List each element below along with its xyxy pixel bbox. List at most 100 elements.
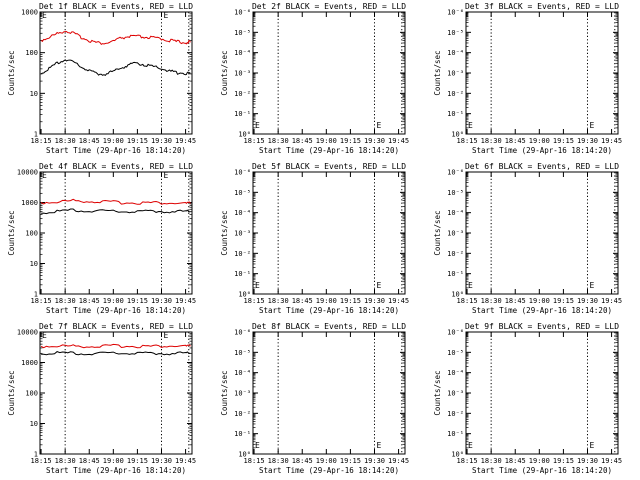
- x-tick-label: 18:30: [55, 297, 76, 305]
- x-tick-label: 19:00: [529, 297, 550, 305]
- x-tick-label: 18:45: [292, 457, 313, 465]
- chart-title: Det 5f BLACK = Events, RED = LLD: [252, 162, 406, 171]
- y-tick-label: 10000: [17, 169, 38, 177]
- x-tick-label: 19:30: [577, 457, 598, 465]
- y-tick-label: 10⁻⁶: [447, 169, 464, 177]
- event-marker: E: [376, 281, 381, 290]
- y-tick-label: 10⁻⁴: [234, 49, 251, 57]
- x-tick-label: 19:45: [601, 137, 622, 145]
- x-tick-label: 19:15: [553, 137, 574, 145]
- y-tick-label: 10⁻⁵: [447, 349, 464, 357]
- y-tick-label: 10⁻⁵: [234, 189, 251, 197]
- x-tick-label: 18:30: [55, 457, 76, 465]
- chart-panel-2: Det 2f BLACK = Events, RED = LLD 10⁰ 10⁻¹ 1…: [220, 2, 409, 155]
- y-tick-label: 10⁻⁶: [234, 169, 251, 177]
- x-tick-label: 19:30: [151, 137, 172, 145]
- y-tick-label: 10⁻⁵: [234, 29, 251, 37]
- chart-panel-4: Det 4f BLACK = Events, RED = LLD 1 10 100 10…: [7, 162, 196, 315]
- x-tick-label: 19:15: [340, 297, 361, 305]
- y-tick-label: 10⁻²: [447, 90, 464, 98]
- event-marker: E: [163, 171, 168, 180]
- y-tick-label: 1: [34, 451, 38, 459]
- y-axis-label: Counts/sec: [7, 50, 16, 95]
- x-tick-label: 18:45: [79, 297, 100, 305]
- x-tick-label: 18:30: [481, 457, 502, 465]
- x-tick-label: 19:45: [601, 297, 622, 305]
- x-tick-label: 19:30: [364, 137, 385, 145]
- y-tick-label: 10⁻⁴: [447, 369, 464, 377]
- y-tick-label: 1000: [21, 9, 38, 17]
- y-tick-label: 1: [34, 131, 38, 139]
- event-marker: E: [255, 121, 260, 130]
- y-axis-label: Counts/sec: [220, 50, 229, 95]
- y-tick-label: 10⁰: [238, 131, 251, 139]
- event-marker: E: [42, 331, 47, 340]
- x-tick-label: 19:30: [577, 297, 598, 305]
- x-tick-label: 19:30: [151, 457, 172, 465]
- y-tick-label: 10⁻⁵: [234, 349, 251, 357]
- x-tick-label: 19:00: [103, 457, 124, 465]
- y-tick-label: 10⁻⁶: [447, 329, 464, 337]
- x-tick-label: 18:30: [481, 297, 502, 305]
- y-tick-label: 10⁰: [451, 451, 464, 459]
- y-tick-label: 10⁻³: [234, 230, 251, 238]
- x-tick-label: 18:30: [268, 457, 289, 465]
- x-tick-label: 19:45: [175, 457, 196, 465]
- y-tick-label: 100: [25, 49, 38, 57]
- event-marker: E: [163, 331, 168, 340]
- y-tick-label: 1000: [21, 359, 38, 367]
- x-tick-label: 19:15: [127, 297, 148, 305]
- y-tick-label: 10⁻⁵: [447, 29, 464, 37]
- chart-panel-9: Det 9f BLACK = Events, RED = LLD 10⁰ 10⁻¹ 1…: [433, 322, 622, 475]
- x-tick-label: 18:45: [79, 457, 100, 465]
- event-marker: E: [589, 121, 594, 130]
- x-tick-label: 19:00: [316, 137, 337, 145]
- x-tick-label: 19:45: [388, 137, 409, 145]
- x-tick-label: 18:15: [244, 137, 265, 145]
- x-tick-label: 19:45: [175, 297, 196, 305]
- chart-title: Det 1f BLACK = Events, RED = LLD: [39, 2, 193, 11]
- y-tick-label: 10⁻⁶: [447, 9, 464, 17]
- y-axis-label: Counts/sec: [433, 210, 442, 255]
- y-tick-label: 10⁻¹: [234, 270, 251, 278]
- y-axis-label: Counts/sec: [7, 210, 16, 255]
- chart-title: Det 9f BLACK = Events, RED = LLD: [465, 322, 619, 331]
- y-tick-label: 10⁻⁶: [234, 329, 251, 337]
- y-tick-label: 10⁻⁴: [234, 209, 251, 217]
- x-axis-label: Start Time (29-Apr-16 18:14:20): [259, 466, 399, 475]
- y-tick-label: 10⁻³: [447, 230, 464, 238]
- x-axis-label: Start Time (29-Apr-16 18:14:20): [46, 306, 186, 315]
- x-tick-label: 19:15: [340, 137, 361, 145]
- y-axis-label: Counts/sec: [220, 370, 229, 415]
- x-tick-label: 19:15: [553, 297, 574, 305]
- x-tick-label: 19:45: [175, 137, 196, 145]
- chart-panel-3: Det 3f BLACK = Events, RED = LLD 10⁰ 10⁻¹ 1…: [433, 2, 622, 155]
- chart-title: Det 2f BLACK = Events, RED = LLD: [252, 2, 406, 11]
- chart-title: Det 4f BLACK = Events, RED = LLD: [39, 162, 193, 171]
- y-tick-label: 10⁻²: [447, 250, 464, 258]
- series-line-events: [41, 208, 191, 215]
- y-tick-label: 10⁻⁴: [447, 49, 464, 57]
- series-line-lld: [40, 30, 191, 45]
- y-tick-label: 10⁻³: [447, 390, 464, 398]
- y-tick-label: 1000: [21, 199, 38, 207]
- y-tick-label: 10⁻¹: [447, 110, 464, 118]
- y-tick-label: 10000: [17, 329, 38, 337]
- event-marker: E: [589, 281, 594, 290]
- y-tick-label: 10⁻³: [234, 390, 251, 398]
- event-marker: E: [42, 11, 47, 20]
- plot-frame: [252, 11, 406, 135]
- x-tick-label: 18:15: [244, 457, 265, 465]
- x-tick-label: 18:15: [457, 297, 478, 305]
- x-tick-label: 19:45: [388, 457, 409, 465]
- y-tick-label: 10⁻²: [447, 410, 464, 418]
- x-tick-label: 18:45: [292, 297, 313, 305]
- y-tick-label: 10: [30, 90, 38, 98]
- x-tick-label: 19:45: [601, 457, 622, 465]
- x-tick-label: 18:30: [268, 297, 289, 305]
- y-tick-label: 10⁻¹: [447, 430, 464, 438]
- y-tick-label: 10⁻⁶: [234, 9, 251, 17]
- chart-panel-7: Det 7f BLACK = Events, RED = LLD 1 10 100 10…: [7, 322, 196, 475]
- chart-title: Det 8f BLACK = Events, RED = LLD: [252, 322, 406, 331]
- chart-title: Det 7f BLACK = Events, RED = LLD: [39, 322, 193, 331]
